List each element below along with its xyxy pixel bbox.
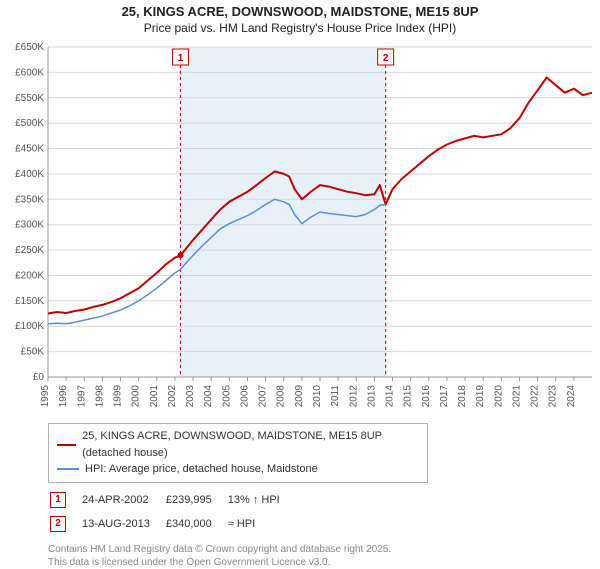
svg-text:£100K: £100K [15,321,44,332]
svg-text:2011: 2011 [330,385,341,407]
svg-text:£600K: £600K [15,67,44,78]
svg-text:£300K: £300K [15,220,44,231]
legend-label-hpi: HPI: Average price, detached house, Maid… [85,461,318,478]
sale-price-2: £340,000 [166,513,226,535]
legend-row-hpi: HPI: Average price, detached house, Maid… [57,461,419,478]
svg-text:£450K: £450K [15,144,44,155]
chart-area: £0 £50K £100K £150K £200K £250K £300K £350K £400… [0,37,600,417]
flag-badge-2: 2 [50,516,66,532]
svg-text:1996: 1996 [58,385,69,408]
legend-row-price: 25, KINGS ACRE, DOWNSWOOD, MAIDSTONE, ME… [57,428,419,461]
svg-text:£150K: £150K [15,296,44,307]
flag-badge-1: 1 [50,492,66,508]
svg-text:2005: 2005 [221,385,232,408]
attribution-line2: This data is licensed under the Open Gov… [48,556,600,569]
title-block: 25, KINGS ACRE, DOWNSWOOD, MAIDSTONE, ME… [0,0,600,37]
svg-text:1995: 1995 [40,385,51,408]
chart-svg: £0 £50K £100K £150K £200K £250K £300K £350K £400… [0,37,600,417]
svg-text:1997: 1997 [76,385,87,408]
svg-text:2003: 2003 [185,385,196,408]
svg-text:£650K: £650K [15,42,44,53]
legend-box: 25, KINGS ACRE, DOWNSWOOD, MAIDSTONE, ME… [48,423,428,483]
svg-text:2006: 2006 [239,385,250,408]
table-row: 1 24-APR-2002 £239,995 13% ↑ HPI [50,489,294,511]
svg-text:2018: 2018 [457,385,468,408]
svg-text:£550K: £550K [15,93,44,104]
svg-text:2014: 2014 [385,385,396,408]
svg-text:£400K: £400K [15,169,44,180]
svg-text:2008: 2008 [276,385,287,408]
svg-text:£250K: £250K [15,245,44,256]
svg-text:£0: £0 [33,372,45,383]
svg-text:2001: 2001 [149,385,160,408]
sale-delta-2: ≈ HPI [228,513,294,535]
svg-text:1998: 1998 [94,385,105,408]
sale-price-1: £239,995 [166,489,226,511]
sale-delta-1: 13% ↑ HPI [228,489,294,511]
svg-text:2004: 2004 [203,385,214,408]
legend-label-price: 25, KINGS ACRE, DOWNSWOOD, MAIDSTONE, ME… [82,428,419,461]
legend-swatch-hpi [57,468,79,470]
svg-text:2002: 2002 [167,385,178,408]
svg-text:1999: 1999 [113,385,124,408]
svg-text:£200K: £200K [15,270,44,281]
svg-text:2017: 2017 [439,385,450,408]
legend-swatch-price [57,444,76,446]
svg-text:2015: 2015 [403,385,414,408]
title-subtitle: Price paid vs. HM Land Registry's House … [0,21,600,35]
svg-text:2007: 2007 [258,385,269,408]
table-row: 2 13-AUG-2013 £340,000 ≈ HPI [50,513,294,535]
svg-text:2024: 2024 [566,385,577,408]
sales-table: 1 24-APR-2002 £239,995 13% ↑ HPI 2 13-AU… [48,487,296,537]
svg-text:2000: 2000 [131,385,142,408]
svg-text:2009: 2009 [294,385,305,408]
svg-text:2020: 2020 [493,385,504,408]
title-address: 25, KINGS ACRE, DOWNSWOOD, MAIDSTONE, ME… [0,4,600,19]
svg-text:1: 1 [178,53,184,64]
svg-text:2013: 2013 [366,385,377,408]
svg-text:2022: 2022 [530,385,541,408]
svg-text:£500K: £500K [15,118,44,129]
svg-text:2: 2 [383,53,389,64]
svg-text:2023: 2023 [548,385,559,408]
svg-text:2021: 2021 [511,385,522,408]
svg-text:2019: 2019 [475,385,486,408]
chart-container: 25, KINGS ACRE, DOWNSWOOD, MAIDSTONE, ME… [0,0,600,560]
attribution: Contains HM Land Registry data © Crown c… [48,543,600,569]
sale-date-1: 24-APR-2002 [82,489,164,511]
svg-text:2016: 2016 [421,385,432,408]
sale-date-2: 13-AUG-2013 [82,513,164,535]
svg-text:£350K: £350K [15,194,44,205]
svg-text:2012: 2012 [348,385,359,408]
attribution-line1: Contains HM Land Registry data © Crown c… [48,543,600,556]
svg-text:2010: 2010 [312,385,323,408]
svg-text:£50K: £50K [21,347,45,358]
